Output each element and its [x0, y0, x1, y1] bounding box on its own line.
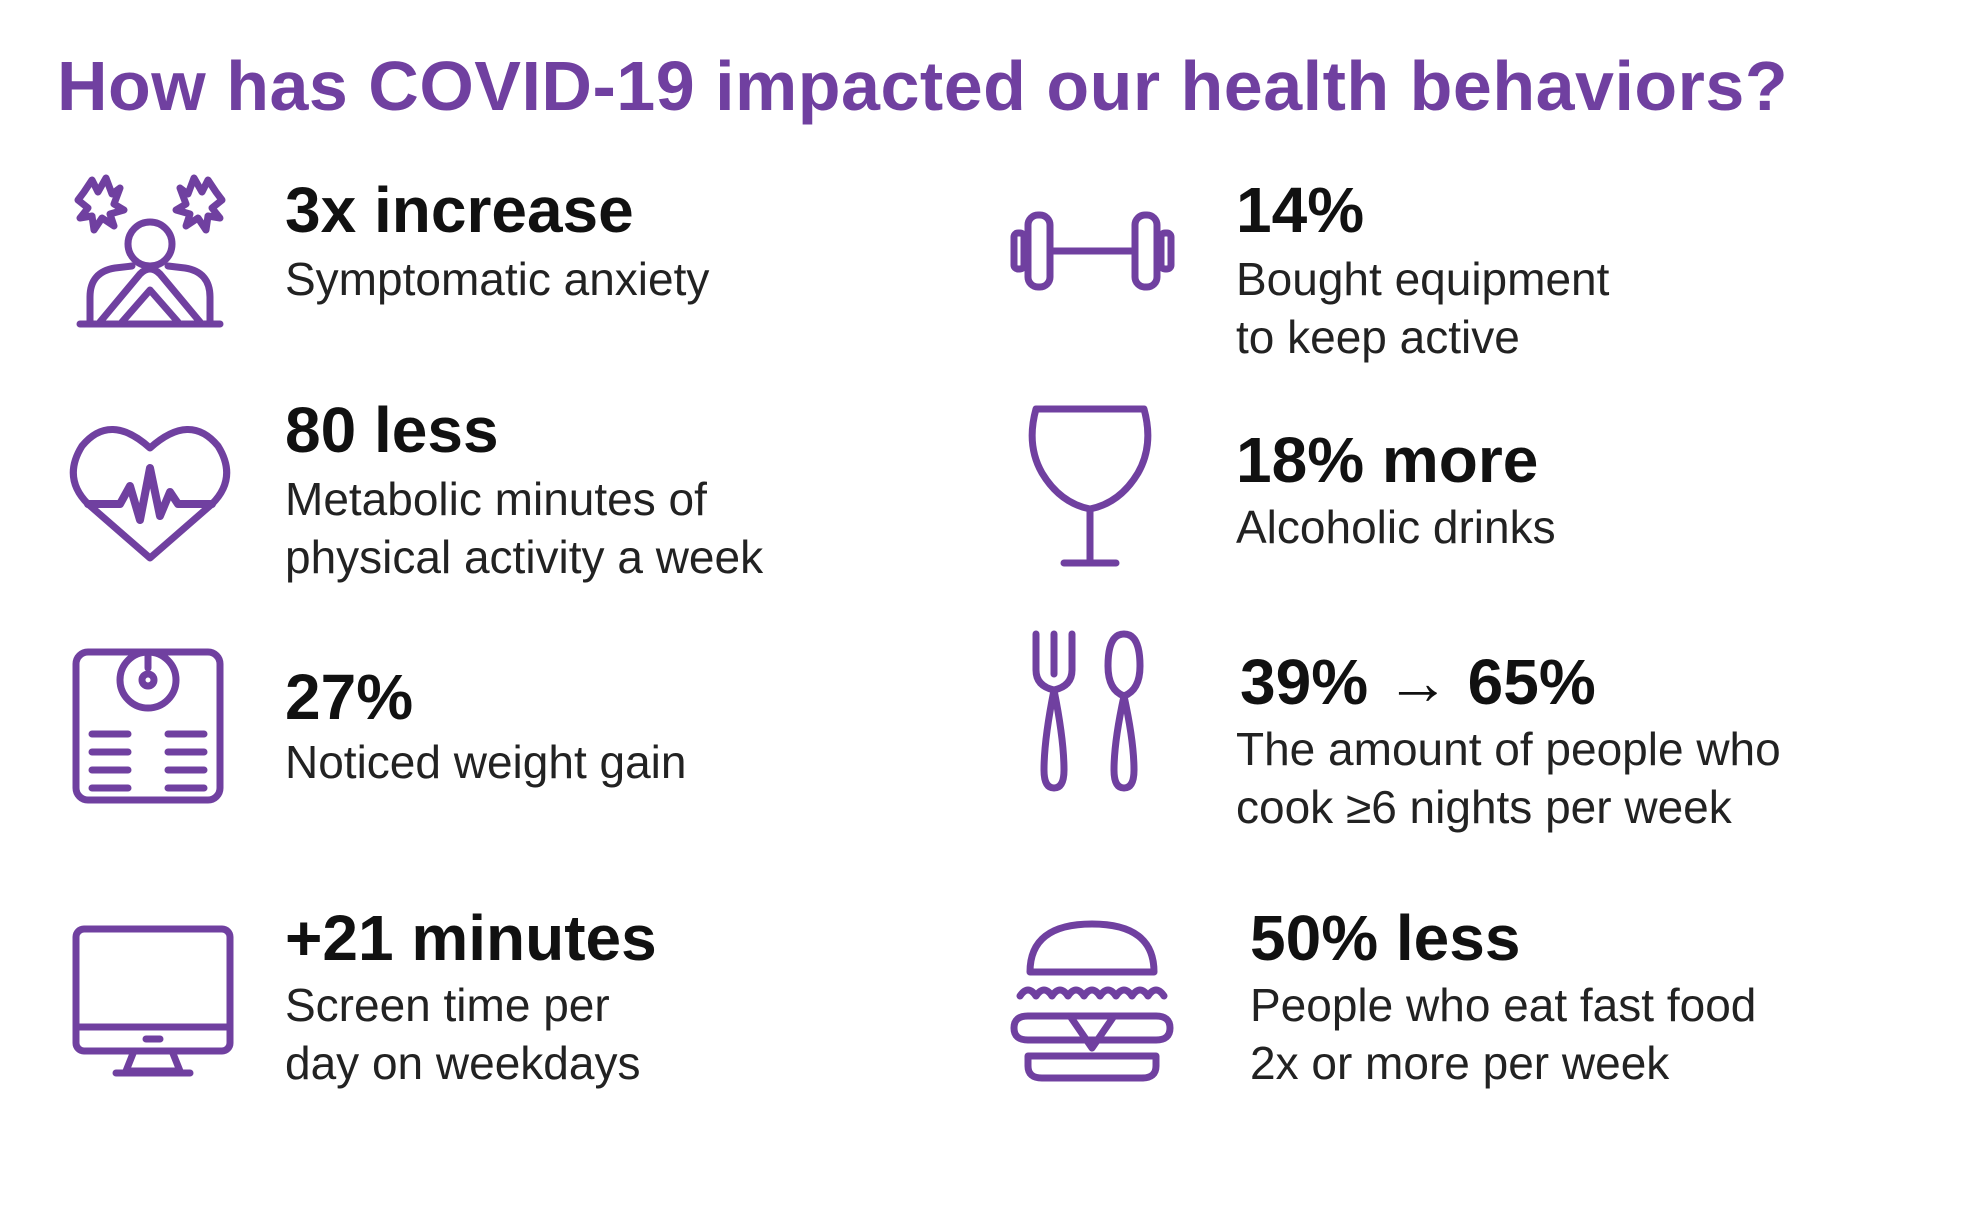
page-title: How has COVID-19 impacted our health beh… [57, 47, 1789, 125]
wine-glass-icon [1028, 405, 1152, 567]
stat-description: Alcoholic drinks [1236, 498, 1556, 556]
stat-value: 80 less [285, 394, 499, 466]
description-line: Symptomatic anxiety [285, 253, 710, 305]
stat-value: 39% → 65% [1240, 646, 1596, 718]
stat-description: Screen time per day on weekdays [285, 976, 640, 1092]
dumbbell-icon [1010, 205, 1175, 297]
description-line: 2x or more per week [1250, 1037, 1670, 1089]
stat-description: Metabolic minutes of physical activity a… [285, 470, 763, 586]
stat-description: Noticed weight gain [285, 733, 686, 791]
description-line: People who eat fast food [1250, 979, 1757, 1031]
stat-value: 50% less [1250, 902, 1521, 974]
description-line: Alcoholic drinks [1236, 501, 1556, 553]
description-line: day on weekdays [285, 1037, 641, 1089]
description-line: Metabolic minutes of [285, 473, 707, 525]
anxiety-icon [70, 172, 230, 332]
stat-value: 3x increase [285, 174, 634, 246]
description-line: Bought equipment [1236, 253, 1610, 305]
monitor-icon [72, 925, 234, 1077]
description-line: cook ≥6 nights per week [1236, 781, 1732, 833]
description-line: to keep active [1236, 311, 1520, 363]
description-line: Noticed weight gain [285, 736, 687, 788]
description-line: The amount of people who [1236, 723, 1781, 775]
stat-value: 14% [1236, 174, 1365, 246]
stat-description: The amount of people who cook ≥6 nights … [1236, 720, 1781, 836]
stat-description: Symptomatic anxiety [285, 250, 709, 308]
stat-value: +21 minutes [285, 902, 657, 974]
description-line: Screen time per [285, 979, 610, 1031]
heart-rate-icon [69, 420, 231, 562]
stat-value: 27% [285, 661, 414, 733]
stat-description: Bought equipment to keep active [1236, 250, 1609, 366]
burger-icon [1010, 920, 1175, 1082]
fork-spoon-icon [1030, 630, 1150, 792]
scale-icon [72, 648, 224, 804]
description-line: physical activity a week [285, 531, 764, 583]
stat-value: 18% more [1236, 424, 1539, 496]
stat-description: People who eat fast food 2x or more per … [1250, 976, 1756, 1092]
